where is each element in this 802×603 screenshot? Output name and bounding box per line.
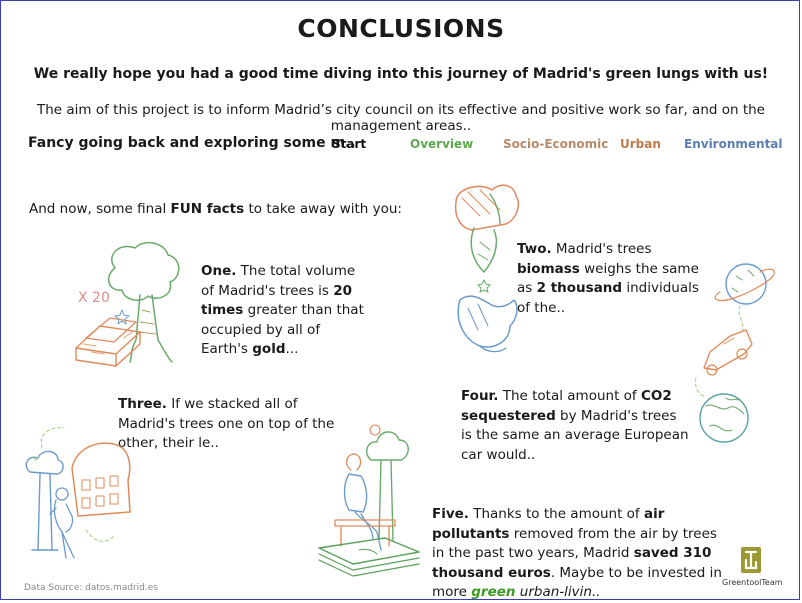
fact-five-text-2: removed from the air by trees in the pas… — [432, 525, 717, 562]
fun-facts-intro: And now, some final FUN facts to take aw… — [29, 201, 402, 217]
fact-five-bold-1: air pollutants — [432, 506, 665, 542]
fact-two-bold-2: 2 thousand — [536, 280, 623, 296]
explore-prompt: Fancy going back and exploring some m.. — [28, 135, 356, 151]
fact-five-green: green — [471, 584, 516, 600]
greentool-logo-icon — [741, 547, 761, 573]
fact-four-text: The total amount of — [498, 388, 641, 404]
fact-two-lead: Two. — [517, 241, 552, 257]
aim-text: The aim of this project is to inform Mad… — [37, 102, 765, 134]
fact-one-text: The total volume of Madrid's trees is — [201, 263, 356, 299]
fact-one-lead: One. — [201, 263, 237, 279]
fact-five-text-3: . Maybe to be invested in more — [432, 564, 722, 601]
data-source-label: Data Source: datos.madrid.es — [24, 583, 158, 593]
nav-link-overview[interactable]: Overview — [410, 137, 474, 151]
fact-four-bold: CO2 sequestered — [461, 388, 672, 424]
intro-text-end: to take away with you: — [244, 201, 402, 217]
fact-one: One. The total volume of Madrid's trees … — [201, 262, 371, 360]
nav-link-socio-economic[interactable]: Socio-Economic — [503, 137, 609, 151]
fact-one-bold-2: gold — [252, 341, 286, 357]
tree-hug-colosseum-illustration — [25, 427, 131, 559]
nav-link-start[interactable]: Start — [332, 137, 367, 151]
fact-five-text: Thanks to the amount of — [468, 506, 644, 522]
fact-one-text-2: greater than that occupied by all of Ear… — [201, 302, 364, 357]
logo-label: GreentoolTeam — [722, 578, 783, 587]
nav-link-environmental[interactable]: Environmental — [684, 137, 783, 151]
intro-text: And now, some final — [29, 201, 171, 217]
fact-two-text-3: individuals of the.. — [517, 280, 699, 316]
nav-link-urban[interactable]: Urban — [620, 137, 661, 151]
fact-four: Four. The total amount of CO2 sequestere… — [461, 387, 691, 465]
fact-two-text-2: weighs the same as — [517, 260, 699, 297]
fact-four-lead: Four. — [461, 388, 499, 404]
fact-four-text-2: by Madrid's trees is the same an average… — [461, 407, 689, 463]
page-subtitle: We really hope you had a good time divin… — [33, 66, 769, 82]
planet-car-illustration — [695, 263, 775, 443]
fact-five-text-4: urban-livin.. — [515, 584, 601, 600]
bench-money-illustration — [318, 424, 420, 577]
intro-bold: FUN facts — [170, 201, 245, 217]
x20-label: X 20 — [78, 290, 110, 306]
page-title: CONCLUSIONS — [297, 14, 505, 43]
fact-two-text: Madrid's trees — [551, 241, 652, 257]
whale-biomass-illustration — [454, 184, 520, 353]
fact-five-bold-2: saved 310 thousand euros — [432, 545, 712, 581]
fact-five: Five. Thanks to the amount of air pollut… — [432, 505, 722, 603]
tree-and-gold-illustration: X 20 — [75, 241, 180, 367]
fact-two-bold-1: biomass — [517, 260, 580, 277]
fact-five-lead: Five. — [432, 506, 469, 522]
fact-three: Three. If we stacked all of Madrid's tre… — [118, 395, 348, 454]
fact-three-lead: Three. — [118, 396, 167, 412]
fact-two: Two. Madrid's trees biomass weighs the s… — [517, 240, 702, 318]
fact-one-text-3: ... — [285, 341, 299, 357]
fact-three-text: If we stacked all of Madrid's trees one … — [118, 396, 335, 451]
fact-one-bold-1: 20 times — [201, 282, 353, 319]
